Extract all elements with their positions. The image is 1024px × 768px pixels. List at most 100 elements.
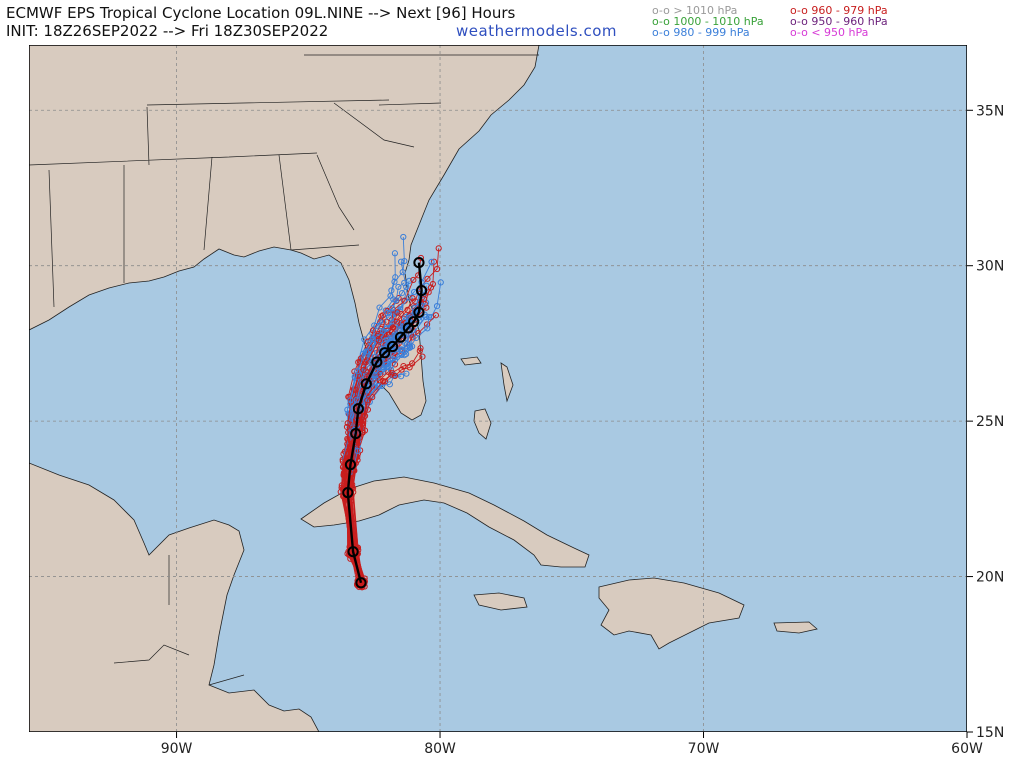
lat-tick-label: 30N <box>976 259 1004 275</box>
track-point <box>347 397 354 404</box>
track-point <box>364 397 371 404</box>
track-point <box>406 294 413 301</box>
track-segment <box>349 371 358 401</box>
land-bahamas-eleuthera <box>500 362 514 403</box>
track-point <box>430 258 438 265</box>
track-point <box>339 456 346 463</box>
track-point <box>425 313 433 321</box>
track-point <box>398 346 405 353</box>
track-point <box>378 313 385 320</box>
track-point <box>389 305 396 312</box>
track-segment <box>353 425 364 445</box>
track-segment <box>436 282 442 307</box>
track-point <box>406 364 413 371</box>
lat-tick-label: 25N <box>976 414 1004 430</box>
track-point <box>354 368 361 375</box>
track-segment <box>391 309 394 320</box>
track-point <box>375 330 382 338</box>
track-point <box>398 373 405 380</box>
track-segment <box>362 400 368 426</box>
mean-track-point <box>355 577 367 589</box>
track-point <box>375 337 382 344</box>
track-point <box>384 309 391 317</box>
track-segment <box>403 280 410 301</box>
track-segment <box>382 312 389 332</box>
track-point <box>395 283 402 291</box>
track-point <box>394 331 401 338</box>
mean-track-point <box>413 306 425 318</box>
mean-track-point <box>360 378 372 390</box>
mean-track-point <box>352 403 364 415</box>
track-point <box>428 258 435 265</box>
land-bahamas-grand <box>460 356 482 366</box>
track-point <box>413 334 420 342</box>
track-segment <box>348 428 354 459</box>
track-segment <box>382 374 392 382</box>
track-point <box>403 370 410 377</box>
track-segment <box>403 362 413 367</box>
mean-track-point <box>413 257 425 269</box>
track-point <box>340 472 347 479</box>
track-segment <box>401 366 410 371</box>
track-segment <box>390 290 394 300</box>
legend-item-1000-1010: o-o 1000 - 1010 hPa <box>652 15 764 28</box>
track-segment <box>436 248 440 270</box>
mean-track-point <box>371 356 383 368</box>
track-segment <box>342 489 352 547</box>
track-point <box>371 371 378 378</box>
land-hispaniola <box>598 577 745 650</box>
track-point <box>380 377 387 385</box>
track-point <box>401 352 408 359</box>
legend-item-950-960: o-o 950 - 960 hPa <box>790 15 888 28</box>
track-point <box>386 381 393 388</box>
track-segment <box>349 400 354 429</box>
track-segment <box>370 330 374 341</box>
track-point <box>359 422 367 429</box>
track-point <box>424 275 431 282</box>
track-segment <box>419 314 426 321</box>
track-segment <box>430 305 438 318</box>
map-panel[interactable] <box>28 44 968 733</box>
track-segment <box>400 261 407 288</box>
track-segment <box>426 316 430 329</box>
track-segment <box>392 325 401 337</box>
track-segment <box>372 330 384 340</box>
track-point <box>397 258 405 265</box>
track-point <box>369 327 377 334</box>
track-segment <box>390 348 398 360</box>
track-segment <box>386 322 393 330</box>
track-point <box>376 304 383 311</box>
track-segment <box>404 279 414 302</box>
lat-tick-label: 20N <box>976 570 1004 586</box>
track-point <box>423 304 430 311</box>
track-segment <box>394 354 402 361</box>
track-point <box>419 353 426 360</box>
track-segment <box>342 458 349 490</box>
mean-track-point <box>379 347 391 359</box>
mean-track <box>342 257 428 589</box>
track-point <box>404 306 411 313</box>
brand-watermark[interactable]: weathermodels.com <box>456 22 618 40</box>
country-borders-central <box>113 555 245 686</box>
track-segment <box>387 307 393 314</box>
track-point <box>403 283 410 291</box>
track-point <box>391 361 399 368</box>
map-canvas[interactable] <box>28 44 968 733</box>
track-point <box>410 276 417 284</box>
track-segment <box>363 340 380 371</box>
mean-track-point <box>347 546 359 558</box>
track-point <box>398 289 406 297</box>
track-segment <box>347 401 352 424</box>
track-point <box>373 322 380 330</box>
land-cuba <box>300 476 590 568</box>
map-title: ECMWF EPS Tropical Cyclone Location 09L.… <box>6 4 516 22</box>
track-segment <box>350 375 359 402</box>
land-puerto-rico <box>773 621 818 634</box>
track-segment <box>355 369 365 399</box>
track-point <box>409 334 416 341</box>
track-segment <box>379 371 389 381</box>
init-time-label: INIT: 18Z26SEP2022 --> Fri 18Z30SEP2022 <box>6 22 329 40</box>
track-point <box>343 423 351 431</box>
track-segment <box>353 341 369 372</box>
track-segment <box>357 339 365 363</box>
